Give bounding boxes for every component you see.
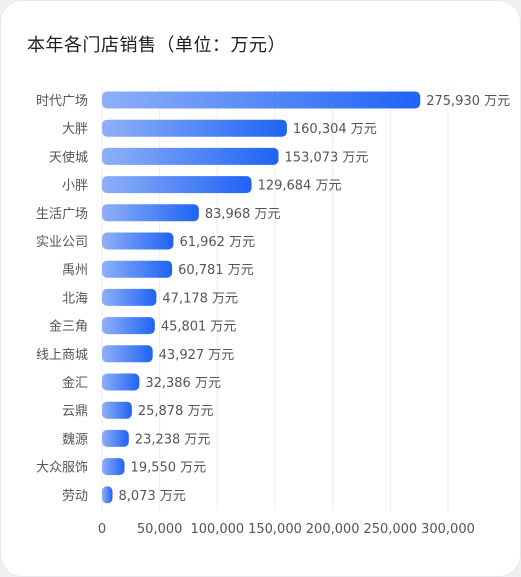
value-label: 32,386 万元 [145,376,221,391]
category-label: 大胖 [62,122,88,137]
bar [102,486,113,504]
category-label: 云鼎 [62,404,88,419]
value-label: 45,801 万元 [161,320,237,335]
bar [102,373,140,391]
value-label: 83,968 万元 [205,207,281,222]
value-label: 19,550 万元 [131,461,207,476]
bar [102,288,157,306]
value-label: 43,927 万元 [159,348,235,363]
value-label: 25,878 万元 [138,404,214,419]
value-label: 8,073 万元 [119,489,186,504]
bars [102,91,421,504]
category-label: 天使城 [49,149,88,165]
x-tick-label: 250,000 [363,522,417,537]
bar [102,317,155,335]
value-label: 61,962 万元 [179,235,255,250]
bar [102,91,421,109]
x-tick-label: 200,000 [306,522,360,537]
category-label: 实业公司 [36,235,88,250]
category-label: 大众服饰 [36,461,88,476]
category-label: 线上商城 [36,348,88,363]
bar [102,176,252,194]
x-tick-label: 150,000 [248,522,302,537]
category-label: 劳动 [62,488,88,504]
bar [102,232,174,250]
bar [102,119,287,137]
value-label: 23,238 万元 [135,432,211,447]
value-label: 153,073 万元 [285,150,369,165]
category-label: 金汇 [62,375,88,391]
chart-title: 本年各门店销售（单位：万元） [27,35,286,56]
bar [102,458,125,476]
x-tick-label: 0 [98,522,106,537]
category-label: 生活广场 [36,207,88,222]
value-label: 60,781 万元 [178,263,254,278]
value-label: 129,684 万元 [258,179,342,194]
value-label: 160,304 万元 [293,122,377,137]
category-label: 时代广场 [36,94,88,109]
category-label: 小胖 [62,179,88,194]
labels: 0 50,000 100,000 150,000 200,000 250,000 300,0… [36,94,510,537]
bar [102,204,199,222]
x-tick-label: 300,000 [421,522,475,537]
bar [102,401,132,419]
value-label: 275,930 万元 [426,94,510,109]
category-label: 魏源 [62,432,88,447]
value-label: 47,178 万元 [162,291,238,306]
category-label: 禹州 [62,263,88,278]
category-label: 金三角 [49,319,88,335]
x-tick-label: 100,000 [190,522,244,537]
bar [102,147,279,165]
x-tick-label: 50,000 [137,522,183,537]
bar [102,260,173,278]
category-label: 北海 [62,291,88,306]
bar [102,345,153,363]
bar [102,429,129,447]
